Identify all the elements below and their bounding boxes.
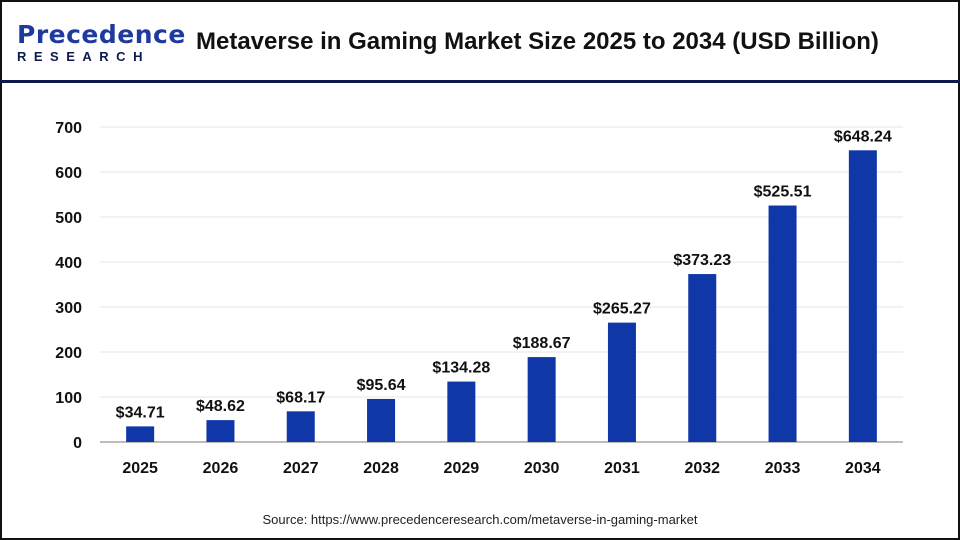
data-label: $34.71	[116, 404, 165, 421]
bar	[768, 205, 797, 442]
x-tick-label: 2025	[122, 460, 158, 477]
y-tick-label: 100	[55, 390, 82, 407]
y-tick-label: 700	[55, 120, 82, 137]
y-tick-label: 200	[55, 345, 82, 362]
bar	[527, 357, 556, 442]
logo-line2: RESEARCH	[17, 49, 150, 64]
bar	[447, 381, 476, 442]
bar	[206, 420, 235, 442]
x-tick-label: 2026	[203, 460, 239, 477]
y-tick-label: 0	[73, 435, 82, 452]
x-tick-label: 2030	[524, 460, 560, 477]
chart-title: Metaverse in Gaming Market Size 2025 to …	[196, 28, 879, 55]
data-label: $373.23	[673, 252, 731, 269]
logo-line1: Precedence	[17, 20, 186, 49]
data-label: $68.17	[276, 389, 325, 406]
x-tick-label: 2029	[444, 460, 480, 477]
bar	[688, 274, 717, 442]
bar	[848, 150, 877, 443]
data-label: $265.27	[593, 301, 651, 318]
y-tick-label: 300	[55, 300, 82, 317]
logo: Precedence RESEARCH	[17, 20, 186, 65]
data-label: $48.62	[196, 398, 245, 415]
x-tick-label: 2028	[363, 460, 399, 477]
bar	[367, 398, 396, 442]
x-tick-label: 2033	[765, 460, 801, 477]
bar	[607, 322, 636, 442]
bar	[286, 411, 315, 442]
x-tick-label: 2031	[604, 460, 640, 477]
x-tick-label: 2032	[684, 460, 720, 477]
y-tick-label: 400	[55, 255, 82, 272]
x-tick-label: 2034	[845, 460, 881, 477]
y-tick-label: 500	[55, 210, 82, 227]
x-tick-label: 2027	[283, 460, 319, 477]
source-text: Source: https://www.precedenceresearch.c…	[262, 512, 698, 527]
header-divider	[0, 80, 960, 83]
data-label: $525.51	[754, 184, 812, 201]
data-label: $134.28	[432, 360, 490, 377]
y-tick-label: 600	[55, 165, 82, 182]
data-label: $188.67	[513, 335, 571, 352]
bar	[126, 426, 155, 442]
data-label: $648.24	[834, 128, 892, 145]
data-label: $95.64	[357, 377, 406, 394]
